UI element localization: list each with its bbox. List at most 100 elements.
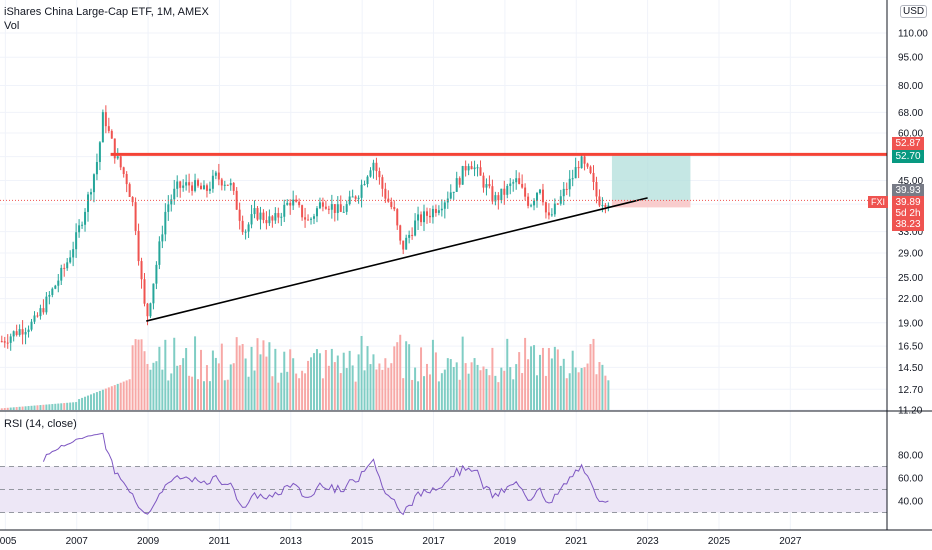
volume-bar: [562, 358, 565, 410]
volume-bar: [387, 367, 390, 410]
volume-bar: [24, 406, 27, 410]
candle-body: [348, 196, 351, 205]
volume-bar: [434, 352, 437, 410]
volume-bar: [194, 336, 197, 410]
candle-body: [491, 186, 494, 202]
rsi-line: [42, 432, 609, 516]
candle-body: [125, 174, 128, 185]
volume-bar: [550, 358, 553, 410]
time-tick-label: 2021: [565, 536, 588, 547]
candle-body: [271, 216, 274, 221]
volume-bar: [128, 379, 131, 410]
volume-bar: [565, 378, 568, 410]
volume-bar: [399, 334, 402, 410]
volume-bar: [568, 373, 571, 410]
candle-body: [241, 220, 244, 233]
volume-bar: [92, 393, 95, 410]
candle-body: [357, 197, 360, 199]
volume-bar: [420, 347, 423, 410]
volume-bar: [524, 337, 527, 410]
volume-bar: [304, 373, 307, 410]
candle-body: [473, 167, 476, 170]
candles: [0, 105, 610, 351]
candle-body: [197, 180, 200, 186]
volume-bar: [72, 402, 75, 410]
volume-bar: [158, 346, 161, 410]
volume-bar: [574, 367, 577, 410]
candle-body: [414, 220, 417, 236]
position-zones[interactable]: [611, 154, 691, 208]
volume-bar: [60, 403, 63, 410]
rsi-tick-label: 40.00: [898, 497, 923, 508]
volume-bar: [110, 386, 113, 410]
candle-body: [336, 204, 339, 213]
target-zone: [611, 154, 691, 201]
candle-body: [530, 205, 533, 207]
rsi-tick-label: 60.00: [898, 474, 923, 485]
volume-bar: [197, 379, 200, 410]
rsi-band: [0, 466, 887, 513]
candle-body: [330, 204, 333, 210]
candle-body: [571, 178, 574, 180]
volume-bar: [538, 354, 541, 410]
volume-bar: [30, 405, 33, 410]
stop-zone: [611, 200, 691, 208]
candle-body: [434, 208, 437, 213]
candle-body: [268, 216, 271, 224]
volume-bar: [95, 392, 98, 410]
candle-body: [104, 112, 107, 127]
candle-body: [146, 303, 149, 317]
candle-body: [518, 178, 521, 184]
volume-bar: [3, 408, 6, 410]
volume-bar: [51, 404, 54, 410]
candle-body: [188, 182, 191, 186]
volume-bar: [345, 368, 348, 410]
price-tick-label: 25.00: [898, 273, 923, 284]
volume-bar: [104, 388, 107, 410]
volume-bar: [140, 339, 143, 410]
volume-bar: [211, 350, 214, 410]
volume-bar: [411, 379, 414, 410]
candle-body: [366, 176, 369, 185]
volume-bar: [280, 372, 283, 410]
volume-bar: [208, 381, 211, 410]
volume-bar: [307, 360, 310, 410]
volume-bar: [161, 369, 164, 410]
time-tick-label: 2013: [280, 536, 303, 547]
volume-bar: [423, 376, 426, 410]
candle-body: [143, 279, 146, 304]
currency-button[interactable]: USD: [900, 5, 928, 18]
candle-body: [92, 174, 95, 193]
volume-bar: [369, 364, 372, 410]
drawings[interactable]: [0, 152, 887, 322]
candle-body: [57, 280, 60, 286]
candle-body: [315, 208, 318, 217]
volume-label: Vol: [4, 20, 20, 32]
candle-body: [280, 216, 283, 218]
candle-body: [464, 166, 467, 171]
candle-body: [604, 205, 607, 207]
volume-bar: [265, 356, 268, 410]
volume-bar: [533, 345, 536, 410]
candle-body: [601, 205, 604, 207]
volume-bar: [497, 382, 500, 410]
candle-body: [116, 156, 119, 159]
volume-bar: [592, 338, 595, 410]
candle-body: [250, 214, 253, 225]
candle-body: [550, 214, 553, 216]
candle-body: [286, 202, 289, 205]
volume-bar: [408, 344, 411, 410]
candle-body: [30, 321, 33, 330]
volume-bar: [143, 351, 146, 410]
volume-bar: [375, 369, 378, 410]
time-tick-label: 2023: [636, 536, 659, 547]
candle-body: [318, 202, 321, 209]
candle-body: [363, 184, 366, 186]
candle-body: [443, 202, 446, 209]
volume-bar: [458, 379, 461, 410]
volume-bar: [384, 358, 387, 410]
time-tick-label: 2011: [209, 536, 231, 547]
candle-body: [307, 219, 310, 221]
